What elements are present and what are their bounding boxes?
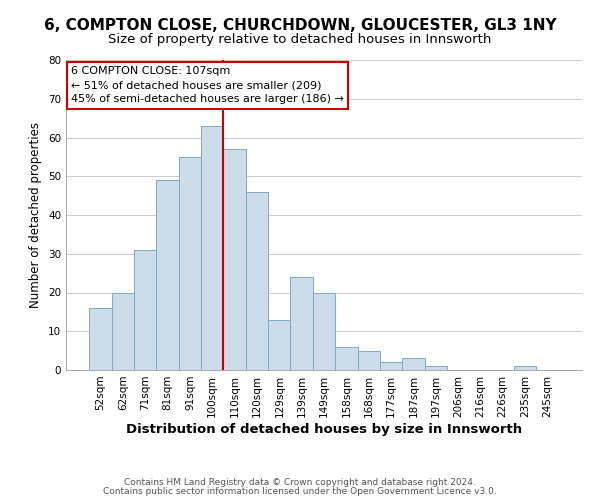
Bar	[514, 366, 536, 370]
Bar	[425, 366, 447, 370]
Bar	[112, 292, 134, 370]
X-axis label: Distribution of detached houses by size in Innsworth: Distribution of detached houses by size …	[126, 422, 522, 436]
Bar	[134, 250, 157, 370]
Bar	[335, 347, 358, 370]
Bar	[246, 192, 268, 370]
Bar	[313, 292, 335, 370]
Text: 6, COMPTON CLOSE, CHURCHDOWN, GLOUCESTER, GL3 1NY: 6, COMPTON CLOSE, CHURCHDOWN, GLOUCESTER…	[44, 18, 556, 32]
Bar	[402, 358, 425, 370]
Bar	[223, 149, 246, 370]
Bar	[380, 362, 402, 370]
Bar	[89, 308, 112, 370]
Bar	[157, 180, 179, 370]
Text: Size of property relative to detached houses in Innsworth: Size of property relative to detached ho…	[109, 32, 491, 46]
Bar	[358, 350, 380, 370]
Y-axis label: Number of detached properties: Number of detached properties	[29, 122, 43, 308]
Bar	[268, 320, 290, 370]
Text: Contains HM Land Registry data © Crown copyright and database right 2024.: Contains HM Land Registry data © Crown c…	[124, 478, 476, 487]
Bar	[201, 126, 223, 370]
Text: 6 COMPTON CLOSE: 107sqm
← 51% of detached houses are smaller (209)
45% of semi-d: 6 COMPTON CLOSE: 107sqm ← 51% of detache…	[71, 66, 344, 104]
Text: Contains public sector information licensed under the Open Government Licence v3: Contains public sector information licen…	[103, 487, 497, 496]
Bar	[290, 277, 313, 370]
Bar	[179, 157, 201, 370]
